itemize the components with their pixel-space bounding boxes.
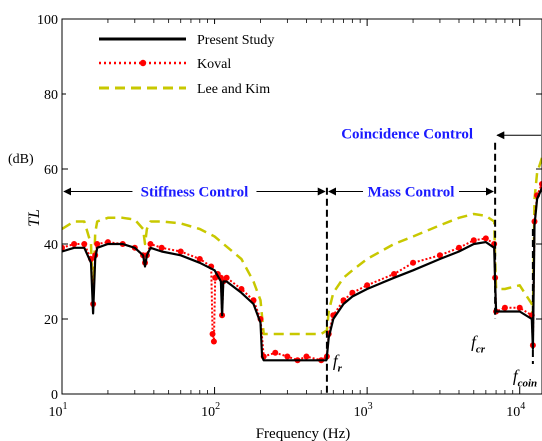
legend-marker-koval	[139, 59, 147, 67]
coincidence-control-label: Coincidence Control	[341, 126, 473, 142]
koval-point	[539, 181, 542, 187]
x-tick-label: 103	[354, 401, 373, 420]
koval-point	[391, 271, 398, 277]
koval-point	[436, 252, 443, 259]
koval-point	[272, 349, 279, 356]
stiffness-label-bg	[132, 181, 257, 202]
koval-point	[455, 244, 462, 251]
y-tick-label: 60	[44, 163, 58, 178]
koval-point	[210, 338, 217, 345]
series-line-koval	[62, 183, 542, 362]
koval-point	[410, 259, 417, 266]
series-line-present-study	[62, 187, 542, 362]
koval-point	[223, 274, 230, 281]
y-tick-label: 0	[51, 388, 58, 403]
koval-point	[62, 244, 65, 251]
y-axis-unit: (dB)	[8, 152, 34, 167]
series-group	[62, 157, 542, 364]
x-tick-labels: 101 102 103 104	[49, 401, 526, 420]
y-tick-label: 40	[44, 238, 58, 253]
koval-point	[177, 248, 184, 255]
mass-control-label: Mass Control	[368, 185, 455, 201]
y-tick-label: 20	[44, 313, 58, 328]
x-tick-label: 104	[506, 401, 525, 420]
koval-point	[147, 241, 154, 247]
fcoin-label: fcoin	[513, 366, 537, 389]
x-axis-label: Frequency (Hz)	[256, 426, 351, 441]
fr-label: fr	[333, 352, 343, 375]
koval-point	[349, 289, 356, 296]
y-tick-label: 100	[37, 13, 58, 28]
koval-point	[209, 331, 216, 337]
koval-point	[516, 304, 523, 311]
koval-point	[71, 241, 78, 247]
stiffness-control-label: Stiffness Control	[141, 185, 249, 201]
y-tick-label: 80	[44, 88, 58, 103]
y-axis-label: TL	[26, 209, 43, 227]
legend-label-koval: Koval	[197, 57, 231, 72]
legend-label-lee-and-kim: Lee and Kim	[197, 82, 270, 97]
x-tick-label: 102	[201, 401, 220, 420]
koval-point	[81, 241, 88, 247]
koval-point	[364, 282, 371, 289]
koval-point	[470, 237, 477, 244]
x-tick-label: 101	[49, 401, 68, 420]
koval-point	[303, 353, 310, 360]
legend: Present Study Koval Lee and Kim	[66, 24, 290, 106]
koval-point	[158, 244, 165, 251]
koval-point	[196, 256, 203, 262]
mass-label-bg	[363, 181, 460, 202]
annotation-group: Stiffness Control Mass Control Coincidence…	[63, 123, 541, 394]
coincidence-label-bg	[323, 123, 490, 144]
koval-point	[284, 353, 291, 360]
koval-point	[482, 235, 489, 242]
y-tick-labels: 0 20 40 60 80 100	[37, 13, 58, 403]
legend-label-present-study: Present Study	[197, 33, 274, 48]
plot-frame	[61, 18, 542, 395]
koval-point	[501, 304, 508, 311]
koval-point	[94, 241, 101, 247]
fcr-label: fcr	[471, 333, 486, 356]
